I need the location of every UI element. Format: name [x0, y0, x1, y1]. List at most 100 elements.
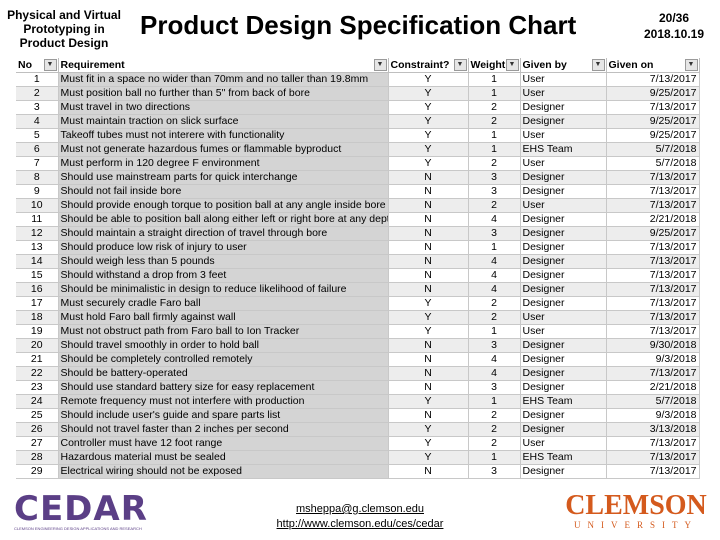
cell-given-on[interactable]: 2/21/2018: [606, 380, 700, 395]
cell-no[interactable]: 28: [16, 450, 59, 465]
cell-given-by[interactable]: EHS Team: [520, 450, 607, 465]
cell-given-by[interactable]: User: [520, 128, 607, 143]
cell-given-by[interactable]: Designer: [520, 282, 607, 297]
cell-requirement[interactable]: Should travel smoothly in order to hold …: [58, 338, 389, 353]
cell-weight[interactable]: 3: [468, 184, 521, 199]
cell-weight[interactable]: 2: [468, 100, 521, 115]
cell-no[interactable]: 16: [16, 282, 59, 297]
cell-no[interactable]: 23: [16, 380, 59, 395]
cell-constraint[interactable]: N: [388, 240, 469, 255]
cell-weight[interactable]: 4: [468, 366, 521, 381]
cell-requirement[interactable]: Should use standard battery size for eas…: [58, 380, 389, 395]
cell-given-on[interactable]: 9/25/2017: [606, 226, 700, 241]
cell-constraint[interactable]: N: [388, 380, 469, 395]
cell-constraint[interactable]: N: [388, 408, 469, 423]
column-header-requirement[interactable]: Requirement ▼: [58, 58, 389, 73]
cell-given-on[interactable]: 7/13/2017: [606, 240, 700, 255]
cell-weight[interactable]: 3: [468, 380, 521, 395]
cell-given-on[interactable]: 9/3/2018: [606, 408, 700, 423]
cell-given-by[interactable]: User: [520, 324, 607, 339]
cell-weight[interactable]: 4: [468, 268, 521, 283]
cell-requirement[interactable]: Should withstand a drop from 3 feet: [58, 268, 389, 283]
cell-no[interactable]: 20: [16, 338, 59, 353]
cell-no[interactable]: 10: [16, 198, 59, 213]
cell-given-by[interactable]: Designer: [520, 240, 607, 255]
cell-no[interactable]: 26: [16, 422, 59, 437]
cell-given-by[interactable]: Designer: [520, 100, 607, 115]
cell-given-on[interactable]: 7/13/2017: [606, 72, 700, 87]
cell-no[interactable]: 22: [16, 366, 59, 381]
cell-no[interactable]: 15: [16, 268, 59, 283]
cell-weight[interactable]: 1: [468, 128, 521, 143]
cell-weight[interactable]: 2: [468, 156, 521, 171]
cell-no[interactable]: 8: [16, 170, 59, 185]
cell-weight[interactable]: 2: [468, 436, 521, 451]
cell-given-by[interactable]: Designer: [520, 408, 607, 423]
cell-requirement[interactable]: Must perform in 120 degree F environment: [58, 156, 389, 171]
cell-given-by[interactable]: User: [520, 156, 607, 171]
cell-no[interactable]: 25: [16, 408, 59, 423]
cell-constraint[interactable]: Y: [388, 394, 469, 409]
cell-weight[interactable]: 2: [468, 296, 521, 311]
cell-no[interactable]: 12: [16, 226, 59, 241]
cell-no[interactable]: 6: [16, 142, 59, 157]
cell-given-on[interactable]: 9/25/2017: [606, 114, 700, 129]
cell-constraint[interactable]: Y: [388, 86, 469, 101]
cell-given-on[interactable]: 7/13/2017: [606, 464, 700, 479]
cell-constraint[interactable]: Y: [388, 156, 469, 171]
cell-constraint[interactable]: Y: [388, 100, 469, 115]
cell-given-on[interactable]: 3/13/2018: [606, 422, 700, 437]
cell-given-on[interactable]: 7/13/2017: [606, 100, 700, 115]
cell-no[interactable]: 9: [16, 184, 59, 199]
cell-given-by[interactable]: EHS Team: [520, 142, 607, 157]
cell-no[interactable]: 29: [16, 464, 59, 479]
cell-given-on[interactable]: 7/13/2017: [606, 254, 700, 269]
cell-given-by[interactable]: Designer: [520, 296, 607, 311]
cell-weight[interactable]: 1: [468, 72, 521, 87]
cell-given-by[interactable]: Designer: [520, 170, 607, 185]
cell-requirement[interactable]: Should be minimalistic in design to redu…: [58, 282, 389, 297]
cell-requirement[interactable]: Should include user's guide and spare pa…: [58, 408, 389, 423]
cell-given-by[interactable]: Designer: [520, 226, 607, 241]
cell-given-by[interactable]: EHS Team: [520, 394, 607, 409]
cell-requirement[interactable]: Should maintain a straight direction of …: [58, 226, 389, 241]
column-header-constraint[interactable]: Constraint? ▼: [388, 58, 469, 73]
cell-requirement[interactable]: Hazardous material must be sealed: [58, 450, 389, 465]
contact-email[interactable]: msheppa@g.clemson.edu: [296, 503, 424, 515]
cell-requirement[interactable]: Electrical wiring should not be exposed: [58, 464, 389, 479]
cell-given-on[interactable]: 7/13/2017: [606, 296, 700, 311]
cell-requirement[interactable]: Should be able to position ball along ei…: [58, 212, 389, 227]
cell-weight[interactable]: 4: [468, 212, 521, 227]
cell-constraint[interactable]: N: [388, 198, 469, 213]
cell-constraint[interactable]: N: [388, 170, 469, 185]
dropdown-arrow-icon[interactable]: ▼: [453, 59, 467, 71]
cell-weight[interactable]: 3: [468, 226, 521, 241]
cell-weight[interactable]: 3: [468, 338, 521, 353]
cell-weight[interactable]: 4: [468, 282, 521, 297]
cell-given-on[interactable]: 7/13/2017: [606, 450, 700, 465]
cell-weight[interactable]: 3: [468, 170, 521, 185]
cell-constraint[interactable]: Y: [388, 310, 469, 325]
cell-constraint[interactable]: N: [388, 352, 469, 367]
cell-given-by[interactable]: Designer: [520, 268, 607, 283]
cell-no[interactable]: 3: [16, 100, 59, 115]
cell-given-on[interactable]: 5/7/2018: [606, 142, 700, 157]
column-header-weight[interactable]: Weight ▼: [468, 58, 521, 73]
cell-given-on[interactable]: 7/13/2017: [606, 436, 700, 451]
cell-no[interactable]: 18: [16, 310, 59, 325]
cell-requirement[interactable]: Must not obstruct path from Faro ball to…: [58, 324, 389, 339]
cell-constraint[interactable]: Y: [388, 436, 469, 451]
cell-weight[interactable]: 2: [468, 198, 521, 213]
cell-weight[interactable]: 1: [468, 324, 521, 339]
cell-given-by[interactable]: User: [520, 198, 607, 213]
cell-no[interactable]: 11: [16, 212, 59, 227]
cell-weight[interactable]: 2: [468, 310, 521, 325]
cell-requirement[interactable]: Must position ball no further than 5" fr…: [58, 86, 389, 101]
cell-constraint[interactable]: N: [388, 254, 469, 269]
cell-requirement[interactable]: Must fit in a space no wider than 70mm a…: [58, 72, 389, 87]
cell-given-by[interactable]: User: [520, 310, 607, 325]
cell-given-by[interactable]: Designer: [520, 212, 607, 227]
cell-constraint[interactable]: Y: [388, 142, 469, 157]
cell-requirement[interactable]: Should not fail inside bore: [58, 184, 389, 199]
cell-given-by[interactable]: Designer: [520, 464, 607, 479]
